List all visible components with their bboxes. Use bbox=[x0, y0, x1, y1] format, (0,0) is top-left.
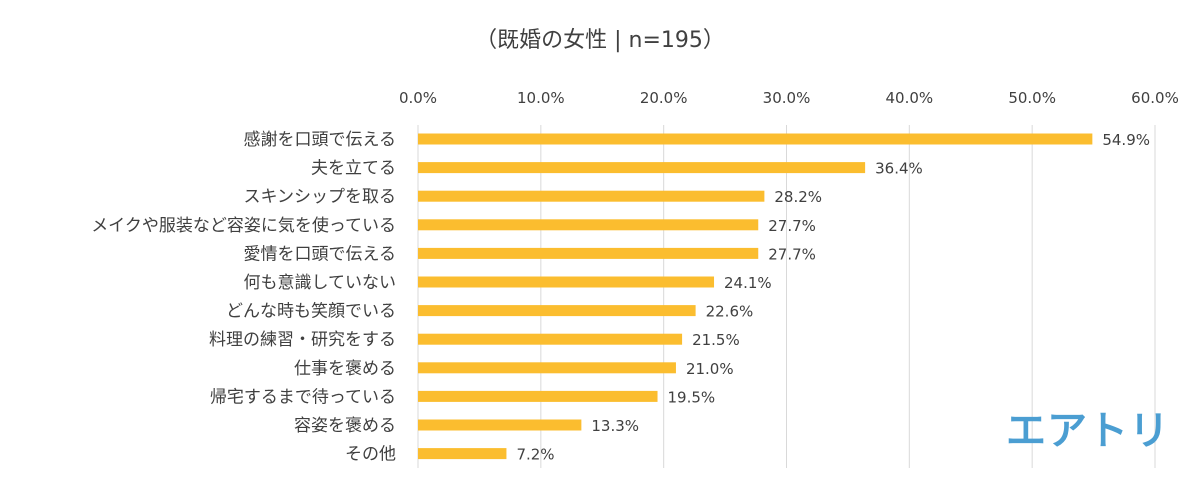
bar bbox=[418, 305, 696, 317]
category-label: 容姿を褒める bbox=[294, 416, 396, 436]
category-label: 仕事を褒める bbox=[294, 359, 396, 379]
category-label: 感謝を口頭で伝える bbox=[244, 130, 397, 150]
category-label: 夫を立てる bbox=[311, 159, 396, 179]
bar bbox=[418, 190, 765, 202]
bar bbox=[418, 448, 507, 460]
data-label: 21.0% bbox=[686, 360, 734, 378]
data-label: 22.6% bbox=[706, 303, 754, 321]
category-label: 帰宅するまで待っている bbox=[210, 387, 396, 407]
data-label: 13.3% bbox=[591, 417, 639, 435]
bar bbox=[418, 219, 759, 231]
brand-logo: エアトリ bbox=[1006, 408, 1170, 454]
data-label: 21.5% bbox=[692, 331, 740, 349]
x-tick-label: 50.0% bbox=[1008, 89, 1056, 107]
bar bbox=[418, 276, 715, 288]
category-label: メイクや服装など容姿に気を使っている bbox=[91, 215, 396, 236]
data-label: 36.4% bbox=[875, 160, 923, 178]
data-label: 54.9% bbox=[1102, 131, 1150, 149]
category-label: どんな時も笑顔でいる bbox=[226, 302, 396, 322]
category-label: 愛情を口頭で伝える bbox=[244, 244, 397, 264]
category-label: その他 bbox=[345, 445, 396, 465]
data-label: 27.7% bbox=[768, 217, 816, 235]
x-tick-label: 40.0% bbox=[886, 89, 934, 107]
data-label: 28.2% bbox=[774, 188, 822, 206]
data-label: 7.2% bbox=[516, 446, 554, 464]
x-tick-label: 0.0% bbox=[399, 89, 437, 107]
data-label: 24.1% bbox=[724, 274, 772, 292]
bar bbox=[418, 419, 582, 431]
bar bbox=[418, 390, 658, 402]
bar bbox=[418, 362, 676, 374]
bar bbox=[418, 133, 1093, 145]
x-tick-label: 20.0% bbox=[640, 89, 688, 107]
category-label: 何も意識していない bbox=[244, 273, 397, 293]
x-tick-label: 10.0% bbox=[517, 89, 565, 107]
bar bbox=[418, 247, 759, 259]
data-label: 19.5% bbox=[668, 388, 716, 406]
data-label: 27.7% bbox=[768, 245, 816, 263]
bar bbox=[418, 162, 866, 174]
bar bbox=[418, 333, 683, 345]
category-label: 料理の練習・研究をする bbox=[209, 330, 396, 350]
category-label: スキンシップを取る bbox=[244, 187, 397, 207]
chart-title: （既婚の女性 | n=195） bbox=[475, 28, 725, 53]
x-tick-label: 30.0% bbox=[763, 89, 811, 107]
x-tick-label: 60.0% bbox=[1131, 89, 1179, 107]
